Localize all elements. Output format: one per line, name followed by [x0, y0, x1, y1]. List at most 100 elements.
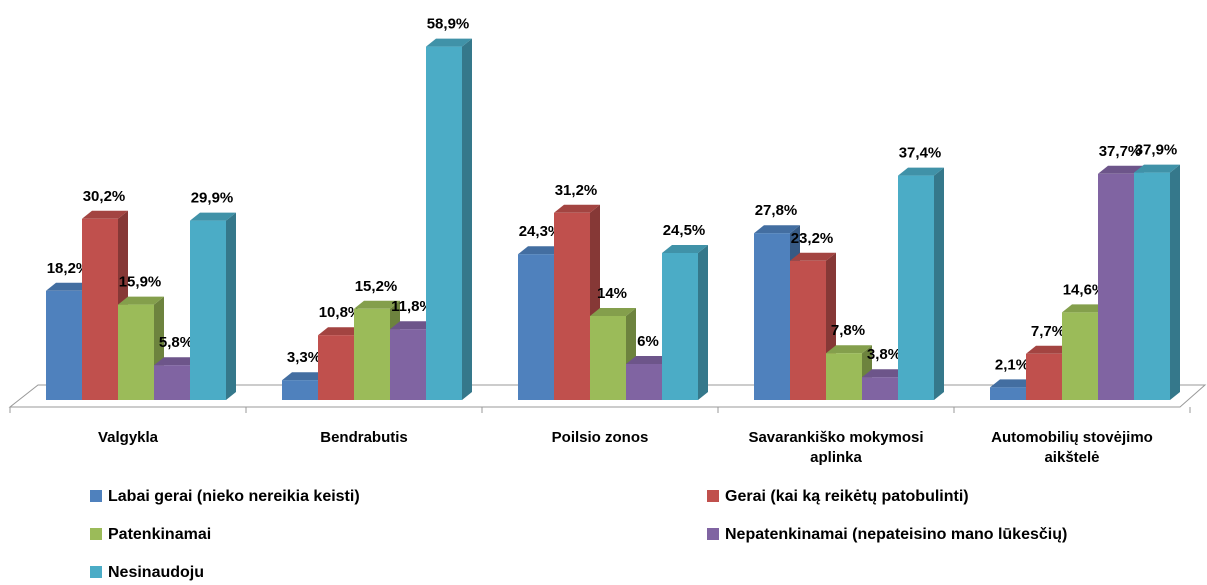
- bar: [426, 46, 462, 400]
- legend-swatch: [707, 490, 719, 502]
- data-label: 31,2%: [555, 182, 598, 199]
- bar: [118, 304, 154, 400]
- bar-top: [862, 369, 908, 378]
- bar: [590, 316, 626, 400]
- data-label: 23,2%: [791, 230, 834, 247]
- bar-side: [934, 167, 944, 400]
- bar-top: [1062, 304, 1108, 313]
- x-tick-label: Automobilių stovėjimo aikštelė: [991, 429, 1153, 466]
- data-label: 27,8%: [755, 202, 798, 219]
- legend-item: Nepatenkinamai (nepateisino mano lūkesči…: [707, 526, 1067, 544]
- bar-top: [318, 327, 364, 336]
- data-label: 15,2%: [355, 278, 398, 295]
- bar-side: [462, 38, 472, 400]
- x-tick-label: Poilsio zonos: [551, 429, 649, 446]
- bar: [318, 335, 354, 400]
- bar: [190, 220, 226, 400]
- bar: [354, 308, 390, 400]
- data-label: 24,3%: [519, 223, 562, 240]
- bar-top: [554, 204, 600, 213]
- bar: [390, 329, 426, 400]
- legend-swatch: [90, 566, 102, 578]
- data-label: 37,7%: [1099, 143, 1142, 160]
- data-label: 3,8%: [867, 346, 901, 363]
- data-label: 11,8%: [391, 298, 433, 315]
- data-label: 5,8%: [159, 334, 193, 351]
- x-tick-label: Valgykla: [97, 429, 159, 446]
- bar-top: [790, 252, 836, 261]
- bar: [1062, 312, 1098, 400]
- bar: [518, 254, 554, 400]
- bar-top: [754, 225, 800, 234]
- data-label: 29,9%: [191, 190, 234, 207]
- bar-top: [390, 321, 436, 330]
- bar-side: [698, 245, 708, 400]
- legend-label: Gerai (kai ką reikėtų patobulinti): [725, 488, 969, 505]
- x-tick-label: Savarankiško mokymosi aplinka: [748, 429, 924, 466]
- bar: [626, 364, 662, 400]
- data-label: 7,7%: [1031, 323, 1065, 340]
- legend-item: Nesinaudoju: [90, 564, 204, 582]
- data-label: 24,5%: [663, 222, 706, 239]
- bar-top: [626, 356, 672, 364]
- bar-top: [282, 372, 328, 381]
- bar-top: [154, 357, 200, 366]
- data-label: 37,4%: [899, 145, 942, 162]
- data-label: 6%: [637, 333, 659, 350]
- legend-swatch: [90, 490, 102, 502]
- bar-top: [118, 296, 164, 305]
- data-label: 14%: [597, 285, 627, 302]
- bar-top: [518, 246, 564, 255]
- data-label: 2,1%: [995, 356, 1029, 373]
- data-label: 30,2%: [83, 188, 126, 205]
- bar-side: [1170, 164, 1180, 400]
- bar-top: [1026, 345, 1072, 354]
- bar: [46, 290, 82, 400]
- bar-top: [1098, 165, 1144, 174]
- bar-top: [46, 282, 92, 291]
- bar: [790, 260, 826, 400]
- data-label: 14,6%: [1063, 281, 1106, 298]
- data-label: 3,3%: [287, 349, 321, 366]
- legend-swatch: [90, 528, 102, 540]
- data-label: 37,9%: [1135, 142, 1178, 159]
- bar-top: [990, 379, 1036, 388]
- x-tick-label: Bendrabutis: [320, 429, 408, 446]
- bar: [826, 353, 862, 400]
- bar-top: [190, 212, 236, 221]
- bar-top: [82, 210, 128, 219]
- bar-top: [662, 245, 708, 253]
- bar: [554, 212, 590, 400]
- legend-label: Labai gerai (nieko nereikia keisti): [108, 488, 360, 505]
- bar: [1026, 353, 1062, 400]
- bar: [1134, 172, 1170, 400]
- legend-swatch: [707, 528, 719, 540]
- legend-item: Patenkinamai: [90, 526, 211, 544]
- bar: [282, 380, 318, 400]
- data-label: 7,8%: [831, 322, 865, 339]
- bar: [754, 233, 790, 400]
- legend-label: Nesinaudoju: [108, 564, 205, 581]
- bar: [898, 175, 934, 400]
- bar-top: [826, 345, 872, 354]
- bar-side: [226, 212, 236, 400]
- data-label: 58,9%: [427, 16, 470, 33]
- data-label: 15,9%: [119, 274, 162, 291]
- bar: [1098, 173, 1134, 400]
- legend-item: Labai gerai (nieko nereikia keisti): [90, 488, 360, 506]
- data-label: 10,8%: [319, 304, 362, 321]
- bar-top: [898, 167, 944, 176]
- bar-top: [426, 38, 472, 47]
- legend-label: Nepatenkinamai (nepateisino mano lūkesči…: [725, 526, 1068, 543]
- legend-item: Gerai (kai ką reikėtų patobulinti): [707, 488, 969, 506]
- bar: [862, 377, 898, 400]
- legend-label: Patenkinamai: [108, 526, 212, 543]
- bar: [154, 365, 190, 400]
- bar-top: [1134, 164, 1180, 173]
- bar-top: [590, 308, 636, 316]
- bar: [82, 218, 118, 400]
- data-label: 18,2%: [47, 260, 90, 277]
- bar-top: [354, 300, 400, 309]
